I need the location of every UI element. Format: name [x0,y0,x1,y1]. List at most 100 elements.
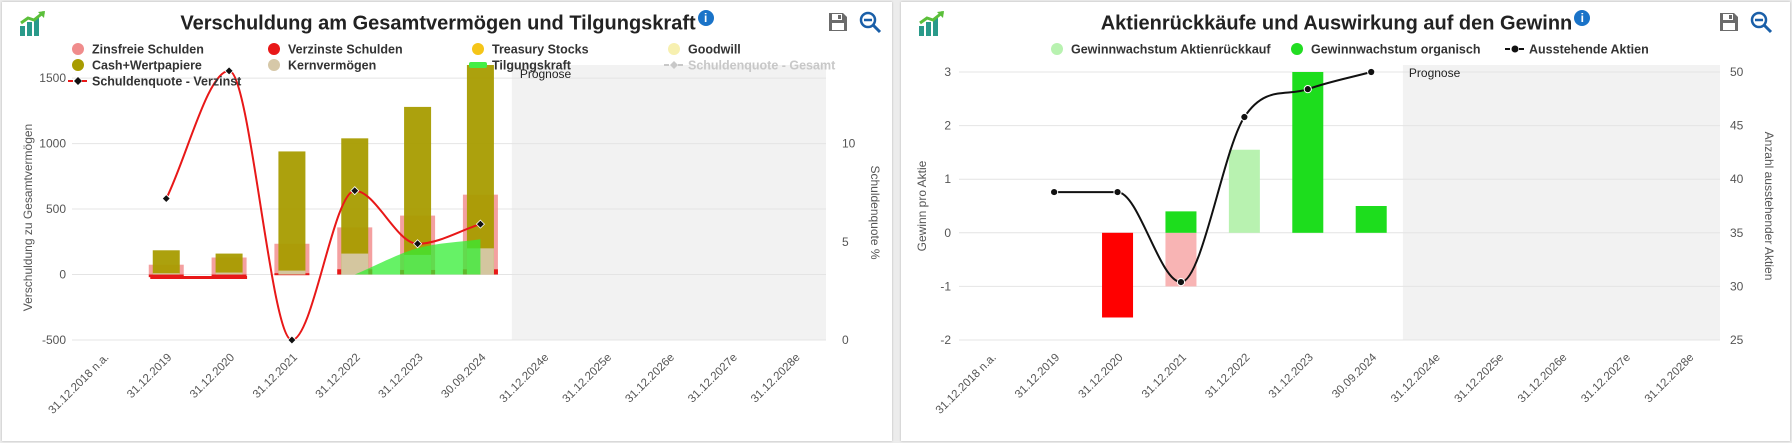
x-tick-label: 31.12.2023 [1267,352,1316,401]
save-icon[interactable] [826,10,850,34]
x-tick-label: 31.12.2018 n.a. [47,352,112,417]
x-tick-label: 30.09.2024 [439,351,489,401]
y2-tick-label: 40 [1730,172,1744,186]
y2-tick-label: 5 [842,235,849,249]
info-icon[interactable]: i [697,10,714,26]
x-tick-label: 31.12.2022 [314,352,363,401]
y-tick-label: 1500 [39,71,66,85]
info-icon[interactable]: i [1574,10,1591,26]
legend-symbol [268,59,280,71]
x-tick-label: 31.12.2020 [188,352,237,401]
bar-gewinnwachstum-organisch [1102,232,1134,318]
bar-verzinste-schulden [211,274,247,277]
x-tick-label: 31.12.2022 [1203,352,1252,401]
y-tick-label: 0 [944,226,951,240]
x-tick-label: 31.12.2021 [251,352,300,401]
legend-label: Kernvermögen [288,59,376,73]
y-tick-label: 1 [944,172,951,186]
x-tick-label: 31.12.2028e [749,352,803,406]
legend-label: Schuldenquote - Gesamt [688,59,836,73]
y-tick-label: 0 [59,268,66,282]
marker-schuldenquote [287,335,297,345]
marker-ausstehende-aktien [1303,85,1312,94]
y2-tick-label: 30 [1730,279,1744,293]
legend-marker [670,61,678,69]
legend-symbol [72,59,84,71]
forecast-label: Prognose [520,67,572,81]
legend-marker [74,77,82,85]
bar-cash-wertpapiere [341,138,369,275]
y2-axis-label: Anzahl ausstehender Aktien [1762,132,1776,281]
y-tick-label: 3 [944,65,951,79]
forecast-label: Prognose [1409,66,1461,80]
bar-cash-wertpapiere [152,250,180,275]
marker-schuldenquote [475,219,485,229]
marker-schuldenquote [161,194,171,204]
x-tick-label: 31.12.2027e [1579,352,1633,406]
zoom-out-icon[interactable] [858,10,882,34]
y-tick-label: 2 [944,119,951,133]
forecast-area [511,65,826,340]
area-tilgungskraft [354,239,481,275]
y2-axis-label: Schuldenquote % [868,165,882,259]
buyback-chart: -2 -1 0 1 2 3 25 30 35 40 45 50 Gewinn pro Aktie Anza… [915,43,1776,417]
debt-chart-panel: Verschuldung am Gesamtvermögen und Tilgu… [2,2,892,441]
forecast-area [1402,65,1720,340]
bar-gewinnwachstum-aktienrueckkauf [1165,232,1197,287]
legend-marker [1511,45,1519,53]
x-tick-label: 31.12.2026e [1516,352,1570,406]
y-tick-label: 1000 [39,137,66,151]
legend-label: Gewinnwachstum organisch [1311,43,1480,57]
bar-verzinste-schulden [148,274,184,278]
legend-label: Cash+Wertpapiere [92,59,202,73]
legend-label: Ausstehende Aktien [1529,43,1649,57]
legend-symbol [1291,43,1303,55]
bar-kernvermoegen [152,273,180,275]
x-tick-label: 31.12.2023 [377,352,426,401]
save-icon[interactable] [1717,10,1741,34]
chart-logo-icon [18,10,48,38]
y2-tick-label: 10 [842,137,856,151]
x-tick-label: 31.12.2027e [686,352,740,406]
y-axis-label: Gewinn pro Aktie [915,160,929,251]
marker-ausstehende-aktien [1367,67,1376,77]
bar-kernvermoegen [278,270,306,275]
y2-tick-label: 25 [1730,333,1744,347]
chart-title: Verschuldung am Gesamtvermögen und Tilgu… [2,10,892,36]
bar-gewinnwachstum-organisch [1292,72,1324,233]
legend-symbol [1051,43,1063,55]
legend-label: Verzinste Schulden [288,43,403,57]
y-axis-label: Verschuldung zu Gesamtvermögen [21,124,35,311]
bar-kernvermoegen [341,253,369,275]
debt-chart: -500 0 500 1000 1500 0 5 10 Verschuldung zu Gesa… [21,43,882,417]
chart-title: Aktienrückkäufe und Auswirkung auf den G… [901,10,1790,36]
x-tick-label: 31.12.2018 n.a. [934,352,999,417]
bar-gewinnwachstum-aktienrueckkauf [1228,149,1260,233]
chart-logo-icon [917,10,947,38]
x-tick-label: 31.12.2019 [125,352,174,401]
legend-symbol [668,43,680,55]
x-tick-label: 31.12.2028e [1643,352,1697,406]
y-tick-label: 500 [46,202,66,216]
marker-ausstehende-aktien [1050,187,1059,197]
x-tick-label: 31.12.2025e [1452,352,1506,406]
x-tick-label: 31.12.2020 [1076,352,1125,401]
legend-label: Zinsfreie Schulden [92,43,204,57]
bar-cash-wertpapiere [466,65,494,275]
legend-symbol [472,43,484,55]
legend-label: Tilgungskraft [492,59,572,73]
x-tick-label: 30.09.2024 [1330,351,1380,401]
legend-label: Schuldenquote - Verzinst [92,75,242,89]
legend-symbol [469,62,487,68]
marker-schuldenquote [350,186,360,196]
legend-label: Goodwill [688,43,741,57]
line-schuldenquote-verzinst [165,69,481,342]
x-tick-label: 31.12.2019 [1013,352,1062,401]
y2-tick-label: 0 [842,333,849,347]
marker-schuldenquote [224,66,234,76]
zoom-out-icon[interactable] [1749,10,1773,34]
y-tick-label: -500 [42,333,66,347]
bar-gewinnwachstum-organisch [1165,211,1197,233]
bar-cash-wertpapiere [215,253,243,275]
marker-ausstehende-aktien [1240,112,1249,122]
